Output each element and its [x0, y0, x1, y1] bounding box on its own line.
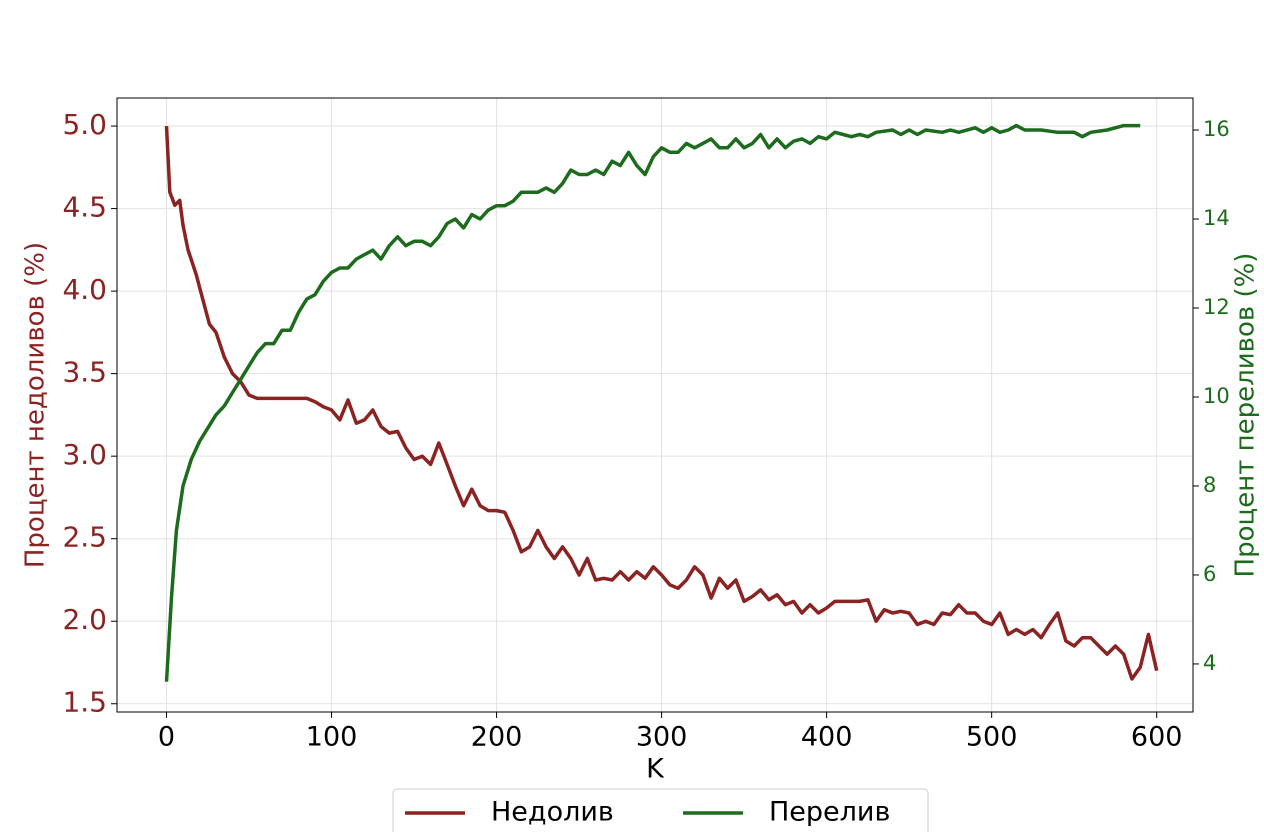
legend-label: Недолив	[491, 797, 614, 828]
plot-frame	[116, 97, 1194, 713]
x-tick-label: 600	[1131, 722, 1183, 753]
series-line	[164, 123, 1141, 682]
x-tick-label: 500	[966, 722, 1018, 753]
y2-tick-label: 14	[1203, 206, 1230, 230]
legend-box	[392, 788, 929, 832]
y2-tick-label: 6	[1203, 562, 1216, 586]
x-tick-label: 100	[306, 722, 358, 753]
y2-tick-label: 8	[1203, 473, 1216, 497]
y-tick-label: 1.5	[62, 686, 107, 719]
x-axis-label: K	[646, 754, 665, 785]
y2-tick-label: 12	[1203, 295, 1230, 319]
y-tick-label: 5.0	[62, 108, 107, 141]
y-tick-label: 3.0	[62, 438, 107, 471]
y2-tick-label: 16	[1203, 117, 1230, 141]
y-axis-label: Процент недоливов (%)	[21, 242, 51, 568]
x-tick-label: 300	[636, 722, 688, 753]
series-line	[164, 126, 1159, 681]
legend-label: Перелив	[769, 797, 890, 828]
x-tick-label: 400	[801, 722, 853, 753]
y2-tick-label: 4	[1203, 651, 1216, 675]
y-tick-label: 3.5	[62, 356, 107, 389]
y-tick-label: 4.0	[62, 273, 107, 306]
y2-axis-label: Процент переливов (%)	[1231, 253, 1261, 578]
y2-tick-label: 10	[1203, 384, 1230, 408]
x-tick-label: 0	[158, 722, 175, 753]
y-tick-label: 4.5	[62, 191, 107, 224]
y-tick-label: 2.0	[62, 603, 107, 636]
x-tick-label: 200	[471, 722, 523, 753]
y-tick-label: 2.5	[62, 521, 107, 554]
